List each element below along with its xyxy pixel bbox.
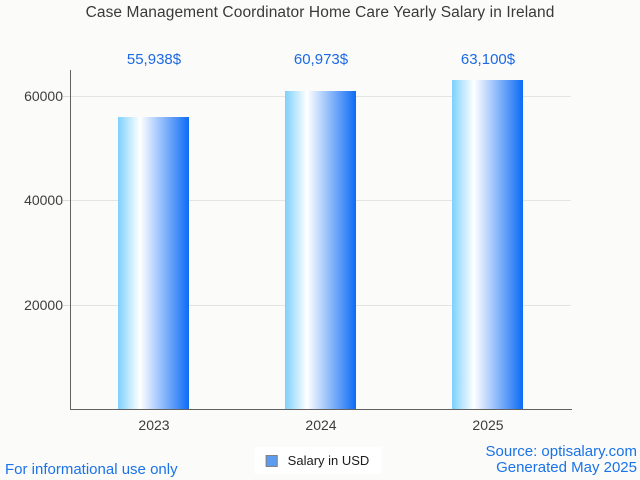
x-axis-label-2024: 2024	[305, 417, 337, 433]
y-axis-label: 60000	[24, 88, 63, 104]
y-axis-label: 40000	[24, 192, 63, 208]
x-axis-label-2025: 2025	[472, 417, 504, 433]
value-label-2023: 55,938$	[126, 51, 182, 68]
value-label-2024: 60,973$	[293, 51, 349, 68]
chart-title: Case Management Coordinator Home Care Ye…	[85, 4, 555, 21]
y-axis-tick	[63, 96, 70, 97]
y-axis-tick	[63, 305, 70, 306]
legend-marker-icon	[265, 454, 278, 467]
y-axis-line	[70, 70, 71, 410]
value-label-2025: 63,100$	[460, 51, 516, 68]
y-axis-tick	[63, 200, 70, 201]
bar-2023[interactable]	[118, 117, 189, 409]
x-axis-label-2023: 2023	[138, 417, 170, 433]
generated-date: Generated May 2025	[496, 459, 637, 476]
x-axis-line	[70, 409, 572, 410]
source-link: Source: optisalary.com	[485, 443, 637, 460]
legend: Salary in USD	[254, 447, 382, 474]
disclaimer-text: For informational use only	[5, 461, 178, 478]
source-attribution: Source: optisalary.com Generated May 202…	[486, 444, 637, 476]
y-axis-label: 20000	[24, 297, 63, 313]
bar-2024[interactable]	[285, 91, 356, 409]
bar-2025[interactable]	[452, 80, 523, 409]
legend-label: Salary in USD	[287, 453, 370, 468]
